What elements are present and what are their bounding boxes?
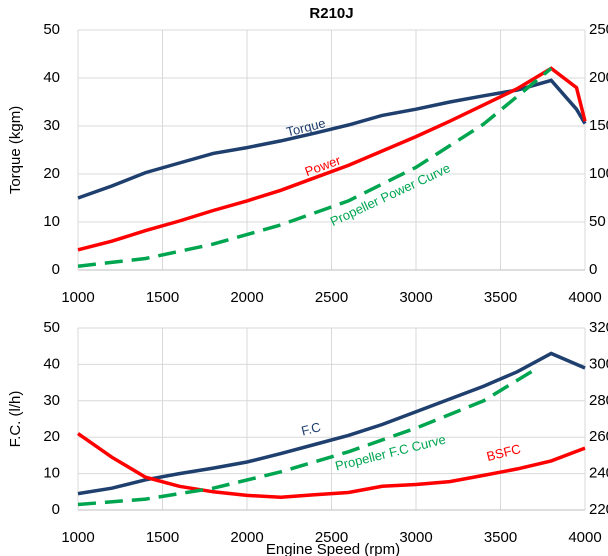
x-tick-label: 1500 (146, 529, 179, 546)
y2-tick-label: 250 (589, 21, 608, 38)
x-tick-label: 1500 (146, 289, 179, 306)
y-tick-label: 40 (43, 69, 60, 86)
y2-tick-label: 300 (589, 355, 608, 372)
y-tick-label: 10 (43, 213, 60, 230)
series-line (77, 351, 586, 496)
annotation: BSFC (485, 441, 522, 464)
y2-tick-label: 150 (589, 117, 608, 134)
y-tick-label: 20 (43, 165, 60, 182)
y-tick-label: 50 (43, 319, 60, 336)
y-tick-label: 0 (52, 501, 60, 518)
y-tick-label: 30 (43, 117, 60, 134)
y2-tick-label: 0 (589, 261, 597, 278)
y2-tick-label: 50 (589, 213, 606, 230)
chart-title: R210J (309, 5, 353, 22)
x-tick-label: 1000 (61, 529, 94, 546)
x-tick-label: 4000 (568, 289, 601, 306)
y-axis-label: F.C. (l/h) (7, 391, 24, 448)
y2-tick-label: 100 (589, 165, 608, 182)
y2-tick-label: 220 (589, 501, 608, 518)
series-line (77, 67, 553, 268)
y2-tick-label: 320 (589, 319, 608, 336)
x-tick-label: 3500 (484, 529, 517, 546)
y-tick-label: 0 (52, 261, 60, 278)
x-tick-label: 2500 (315, 289, 348, 306)
y2-tick-label: 260 (589, 428, 608, 445)
x-tick-label: 4000 (568, 529, 601, 546)
x-tick-label: 3500 (484, 289, 517, 306)
y2-tick-label: 240 (589, 465, 608, 482)
y-axis-label: Torque (kgm) (7, 106, 24, 194)
annotation: F.C (300, 419, 323, 438)
x-axis-label: Engine Speed (rpm) (266, 541, 400, 556)
annotation: Propeller Power Curve (328, 160, 453, 229)
series-line (76, 432, 586, 500)
y2-tick-label: 200 (589, 69, 608, 86)
y-tick-label: 50 (43, 21, 60, 38)
y-tick-label: 30 (43, 392, 60, 409)
x-tick-label: 3000 (399, 289, 432, 306)
x-tick-label: 2500 (315, 529, 348, 546)
y-tick-label: 20 (43, 428, 60, 445)
x-tick-label: 2000 (230, 529, 263, 546)
y-tick-label: 10 (43, 465, 60, 482)
series-line (77, 66, 587, 252)
x-tick-label: 2000 (230, 289, 263, 306)
x-tick-label: 1000 (61, 289, 94, 306)
series-line (77, 368, 536, 507)
y-tick-label: 40 (43, 355, 60, 372)
x-tick-label: 3000 (399, 529, 432, 546)
y2-tick-label: 280 (589, 392, 608, 409)
